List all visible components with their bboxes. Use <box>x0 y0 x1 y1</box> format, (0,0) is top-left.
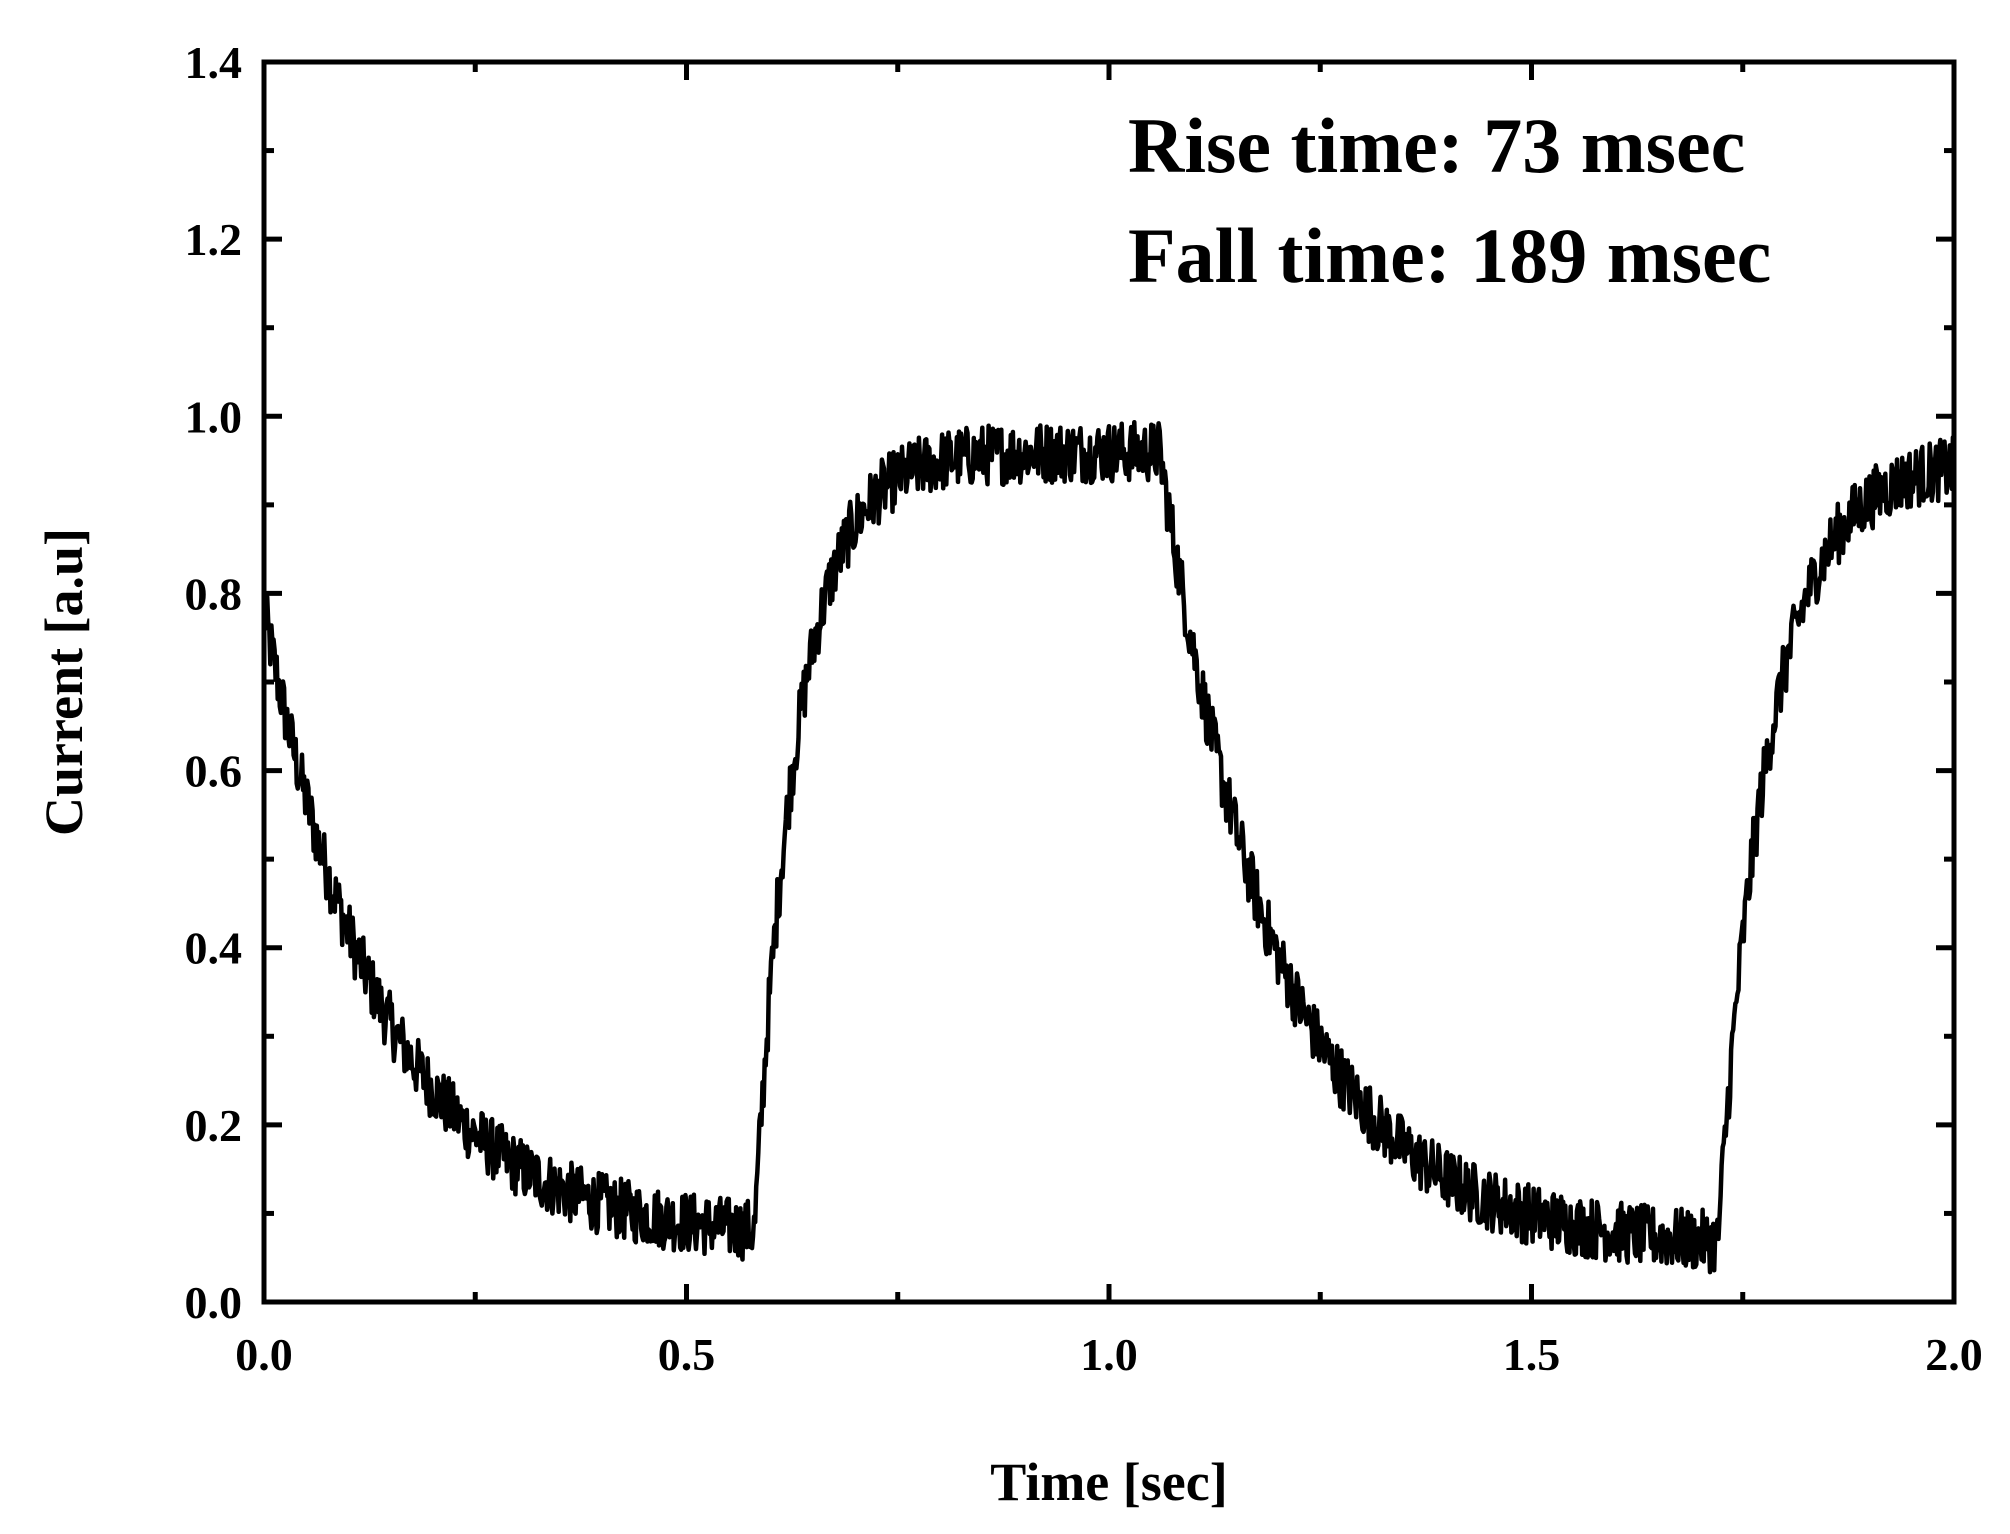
x-axis-label: Time [sec] <box>990 1452 1227 1512</box>
y-tick-label: 1.4 <box>185 37 243 88</box>
y-tick-label: 0.4 <box>185 923 243 974</box>
y-tick-label: 0.8 <box>185 568 243 619</box>
rise-time-annotation: Rise time: 73 msec <box>1128 102 1745 189</box>
y-axis-label: Current [a.u] <box>34 528 94 836</box>
x-tick-label: 2.0 <box>1925 1329 1983 1380</box>
y-tick-label: 1.2 <box>185 214 243 265</box>
y-tick-label: 0.2 <box>185 1100 243 1151</box>
series-layer <box>261 419 1957 1275</box>
fall-time-annotation: Fall time: 189 msec <box>1128 212 1771 299</box>
x-tick-label: 1.5 <box>1503 1329 1561 1380</box>
ticklabels-layer: 0.0 0.5 1.0 1.5 2.0 0.0 0.2 0.4 0.6 0.8 1.0 1.2 1.4 <box>185 37 1983 1380</box>
x-tick-label: 0.5 <box>658 1329 716 1380</box>
series-line <box>261 419 1957 1275</box>
x-tick-label: 1.0 <box>1080 1329 1138 1380</box>
y-tick-label: 0.0 <box>185 1277 243 1328</box>
ticks-layer <box>261 59 1957 1305</box>
y-tick-label: 1.0 <box>185 391 243 442</box>
x-tick-label: 0.0 <box>235 1329 293 1380</box>
y-tick-label: 0.6 <box>185 746 243 797</box>
